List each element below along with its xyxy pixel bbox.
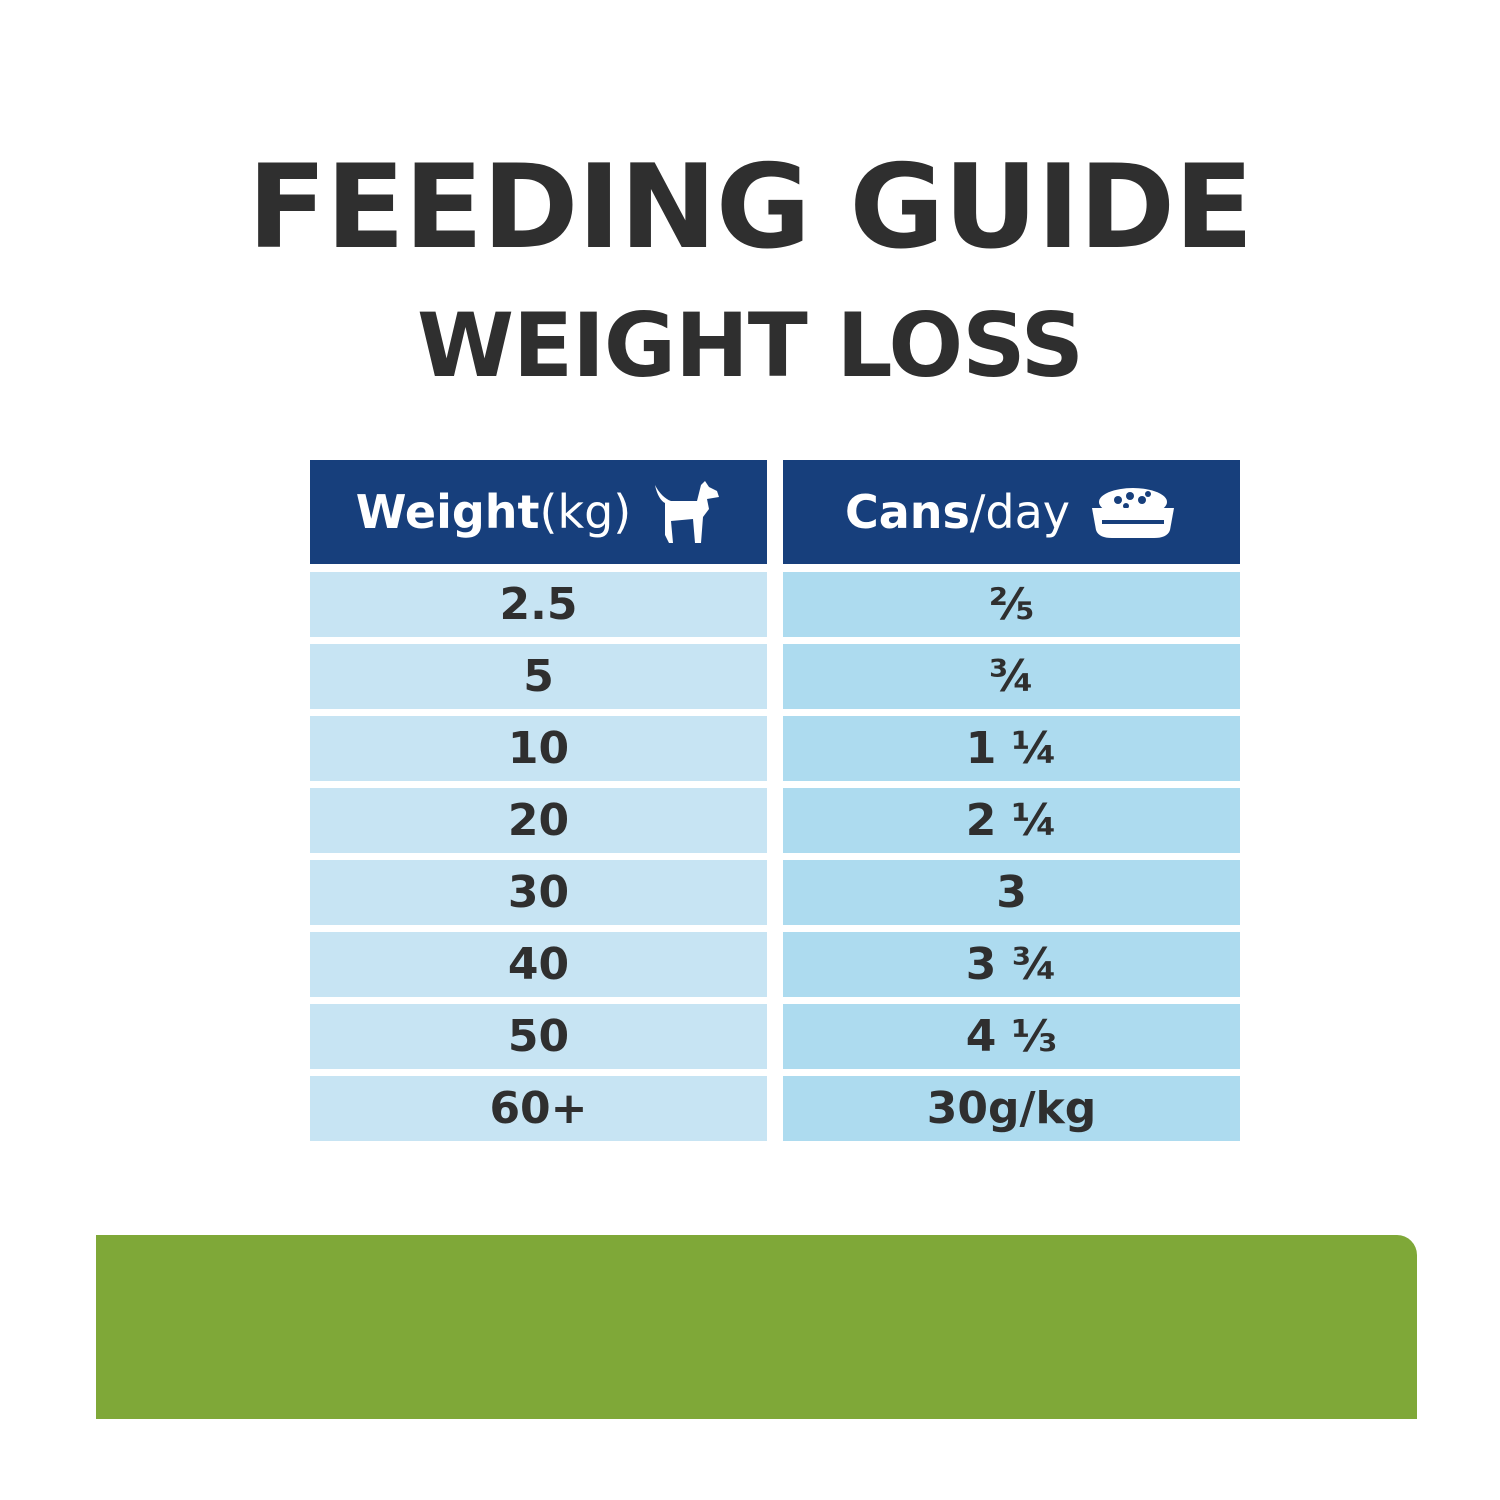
weight-cell: 2.5 xyxy=(310,572,767,637)
weight-cell: 10 xyxy=(310,716,767,781)
weight-cell: 50 xyxy=(310,1004,767,1069)
table-row: 40 3 ¾ xyxy=(310,932,1240,997)
cans-header-label: Cans xyxy=(844,485,970,539)
table-row: 60+ 30g/kg xyxy=(310,1076,1240,1141)
table-row: 30 3 xyxy=(310,860,1240,925)
page-subtitle: WEIGHT LOSS xyxy=(416,294,1084,397)
weight-column-header: Weight (kg) xyxy=(310,460,767,564)
weight-cell: 5 xyxy=(310,644,767,709)
green-footer-band xyxy=(96,1235,1417,1419)
cans-header-unit: /day xyxy=(969,485,1071,539)
cans-cell: 3 xyxy=(783,860,1240,925)
table-row: 5 ¾ xyxy=(310,644,1240,709)
cans-cell: 2 ¼ xyxy=(783,788,1240,853)
dog-icon xyxy=(649,479,721,545)
cans-cell: ⅖ xyxy=(783,572,1240,637)
table-row: 50 4 ⅓ xyxy=(310,1004,1240,1069)
cans-cell: 30g/kg xyxy=(783,1076,1240,1141)
weight-cell: 40 xyxy=(310,932,767,997)
weight-cell: 30 xyxy=(310,860,767,925)
table-row: 10 1 ¼ xyxy=(310,716,1240,781)
cans-column-header: Cans/day xyxy=(783,460,1240,564)
cans-cell: 3 ¾ xyxy=(783,932,1240,997)
cans-cell: 1 ¼ xyxy=(783,716,1240,781)
cans-cell: 4 ⅓ xyxy=(783,1004,1240,1069)
food-bowl-icon xyxy=(1088,484,1178,540)
cans-cell: ¾ xyxy=(783,644,1240,709)
weight-header-label: Weight xyxy=(355,485,540,539)
weight-cell: 20 xyxy=(310,788,767,853)
weight-cell: 60+ xyxy=(310,1076,767,1141)
table-row: 2.5 ⅖ xyxy=(310,572,1240,637)
weight-header-unit: (kg) xyxy=(539,485,632,539)
page-title: FEEDING GUIDE xyxy=(247,140,1254,275)
table-row: 20 2 ¼ xyxy=(310,788,1240,853)
